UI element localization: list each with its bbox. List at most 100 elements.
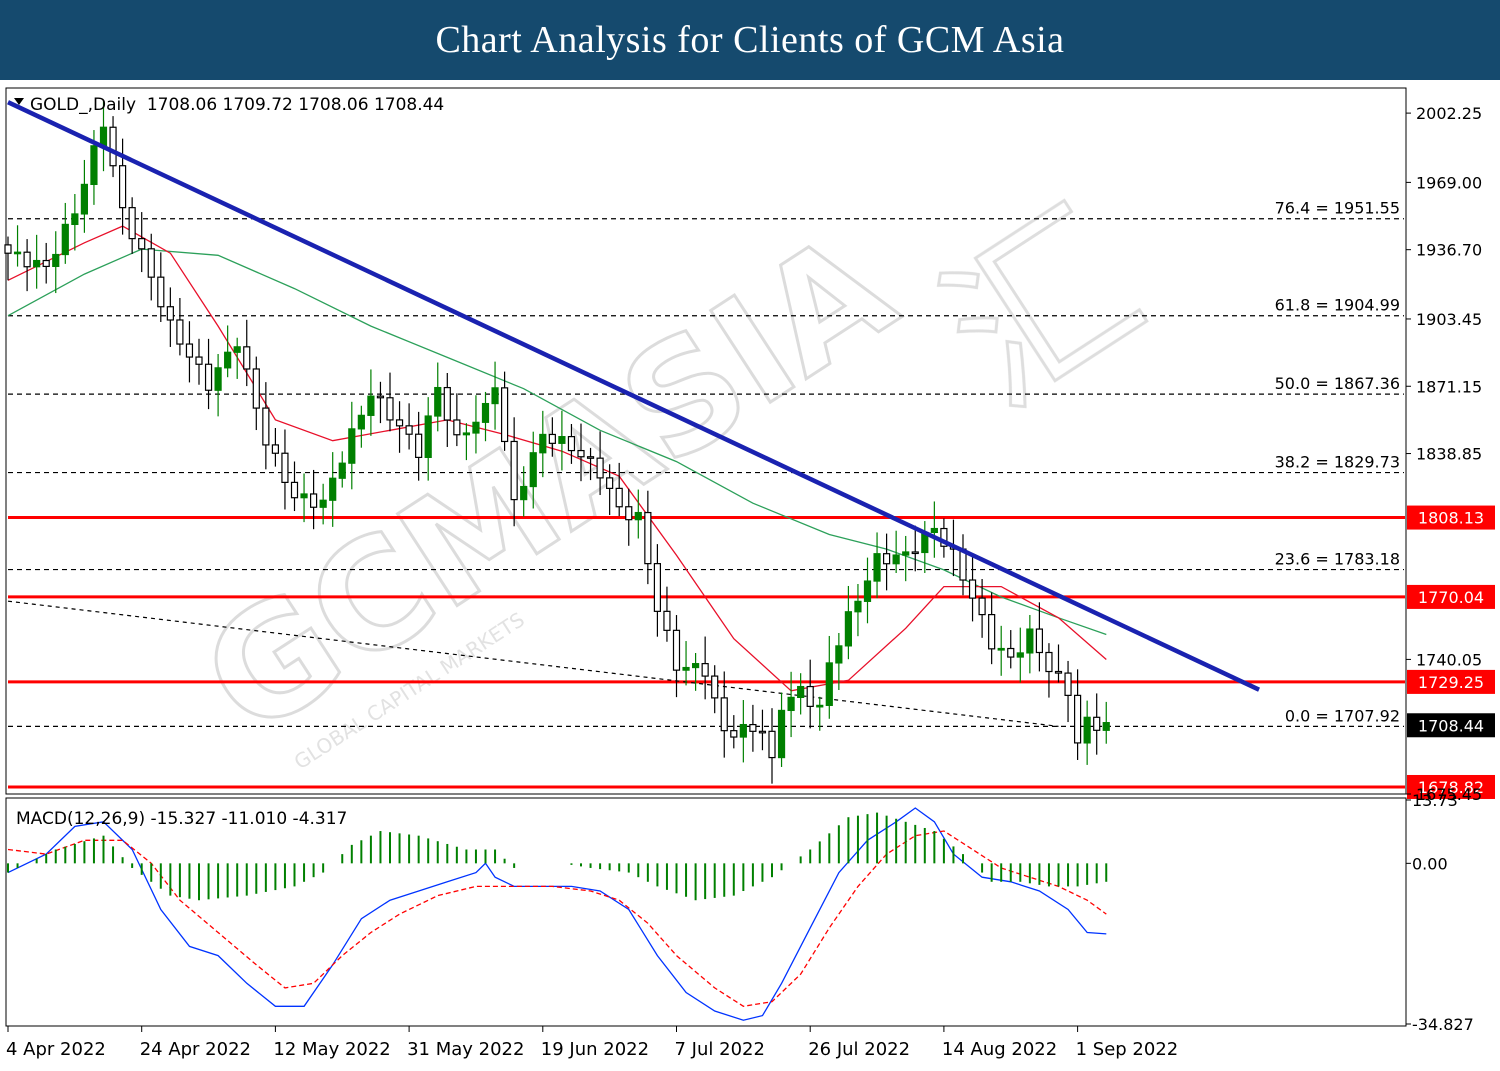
candle-body xyxy=(720,697,728,732)
candle-body xyxy=(691,663,700,669)
fib-label: 76.4 = 1951.55 xyxy=(1275,199,1400,218)
level-price-label: 1770.04 xyxy=(1418,588,1484,607)
candle-body xyxy=(33,259,41,268)
candle-body xyxy=(262,407,270,446)
candle-body xyxy=(443,386,451,421)
y-tick-label: 1675.45 xyxy=(1416,785,1482,804)
candle-body xyxy=(930,527,938,534)
candle-body xyxy=(902,551,910,556)
candle-body xyxy=(4,244,12,254)
candle-body xyxy=(224,351,232,369)
candle-body xyxy=(128,207,136,240)
candle-body xyxy=(816,704,824,708)
y-tick-label: 1838.85 xyxy=(1416,445,1482,464)
fib-label: 38.2 = 1829.73 xyxy=(1275,453,1400,472)
candle-body xyxy=(90,145,98,186)
candle-body xyxy=(1035,628,1044,654)
level-price-label: 1678.82 xyxy=(1418,778,1484,797)
candle-body xyxy=(672,629,681,671)
candle-body xyxy=(911,551,919,555)
candle-body xyxy=(462,432,470,436)
candle-body xyxy=(300,493,308,499)
candle-body xyxy=(615,487,623,508)
macd-layer xyxy=(7,812,1108,901)
candle-body xyxy=(80,183,89,215)
candle-body xyxy=(539,433,547,454)
candle-body xyxy=(892,554,900,565)
descending-trendline xyxy=(7,100,1261,692)
candle-body xyxy=(71,213,79,226)
candle-body xyxy=(109,126,117,167)
candle-body xyxy=(835,645,843,664)
candle-body xyxy=(1083,716,1091,744)
candle-body xyxy=(157,276,165,308)
y-tick-label: 1969.00 xyxy=(1416,173,1482,192)
candle-body xyxy=(138,238,146,250)
candle-body xyxy=(663,610,671,631)
candle-body xyxy=(844,611,853,647)
candle-body xyxy=(243,346,251,370)
candle-body xyxy=(52,253,60,268)
x-tick-label: 7 Jul 2022 xyxy=(675,1039,765,1060)
y-tick-label: 1740.05 xyxy=(1416,650,1482,669)
candle-body xyxy=(166,306,174,321)
candle-body xyxy=(882,553,891,565)
current-price-label: 1708.44 xyxy=(1418,716,1484,735)
candle-body xyxy=(176,319,184,345)
candle-body xyxy=(739,723,747,738)
candle-body xyxy=(1064,672,1072,696)
candle-body xyxy=(548,433,556,444)
x-tick-label: 26 Jul 2022 xyxy=(808,1039,910,1060)
candle-body xyxy=(806,685,814,707)
candle-body xyxy=(367,395,375,416)
x-tick-label: 14 Aug 2022 xyxy=(942,1039,1057,1060)
macd-legend: MACD(12,26,9) -15.327 -11.010 -4.317 xyxy=(16,809,347,829)
current-price-box xyxy=(1407,713,1495,738)
candle-body xyxy=(147,248,155,278)
price-chart: GCMASIA GLOBAL CAPITAL MARKETS 汇 76.4 = … xyxy=(4,87,1495,1060)
watermark-logo: GCMASIA GLOBAL CAPITAL MARKETS 汇 xyxy=(173,171,1176,774)
level-price-box xyxy=(1407,774,1495,799)
candle-body xyxy=(61,223,69,256)
candle-body xyxy=(653,563,662,612)
candle-body xyxy=(395,419,404,427)
candle-body xyxy=(968,579,977,599)
candle-body xyxy=(415,433,423,458)
y-tick-label: 2002.25 xyxy=(1416,104,1482,123)
candle-body xyxy=(749,723,757,732)
candle-body xyxy=(558,436,566,444)
candles-layer xyxy=(4,100,1261,784)
candle-body xyxy=(625,506,633,521)
candle-body xyxy=(501,387,509,443)
macd-y-tick-label: -34.827 xyxy=(1412,1015,1474,1034)
macd-line xyxy=(7,807,1107,1021)
candle-body xyxy=(777,709,786,759)
candle-body xyxy=(424,415,432,458)
candle-body xyxy=(988,613,996,650)
candle-body xyxy=(204,363,213,391)
x-tick-label: 12 May 2022 xyxy=(273,1039,390,1060)
candle-body xyxy=(1016,652,1024,658)
level-price-box xyxy=(1407,669,1495,694)
candle-body xyxy=(453,419,461,436)
main-panel-frame xyxy=(5,87,1407,795)
candle-body xyxy=(768,730,776,759)
lines-layer xyxy=(7,225,1107,1021)
fib-label: 23.6 = 1783.18 xyxy=(1275,550,1400,569)
candle-body xyxy=(711,675,719,699)
candle-body xyxy=(99,126,108,147)
candle-body xyxy=(1045,651,1053,673)
candle-body xyxy=(118,165,127,209)
candle-body xyxy=(997,647,1005,651)
candle-body xyxy=(338,462,346,479)
x-tick-label: 1 Sep 2022 xyxy=(1076,1039,1179,1060)
candle-body xyxy=(586,456,595,459)
levels-layer: 76.4 = 1951.55 61.8 = 1904.99 50.0 = 1867.… xyxy=(8,199,1495,799)
candle-body xyxy=(510,440,518,501)
axis-layer: 2002.25 1969.00 1936.70 1903.45 1871.15 1838.… xyxy=(6,104,1482,1060)
candle-body xyxy=(644,511,652,565)
candle-body xyxy=(529,452,537,488)
candle-body xyxy=(195,356,203,365)
fib-label: 50.0 = 1867.36 xyxy=(1275,374,1400,393)
candle-body xyxy=(434,386,442,417)
